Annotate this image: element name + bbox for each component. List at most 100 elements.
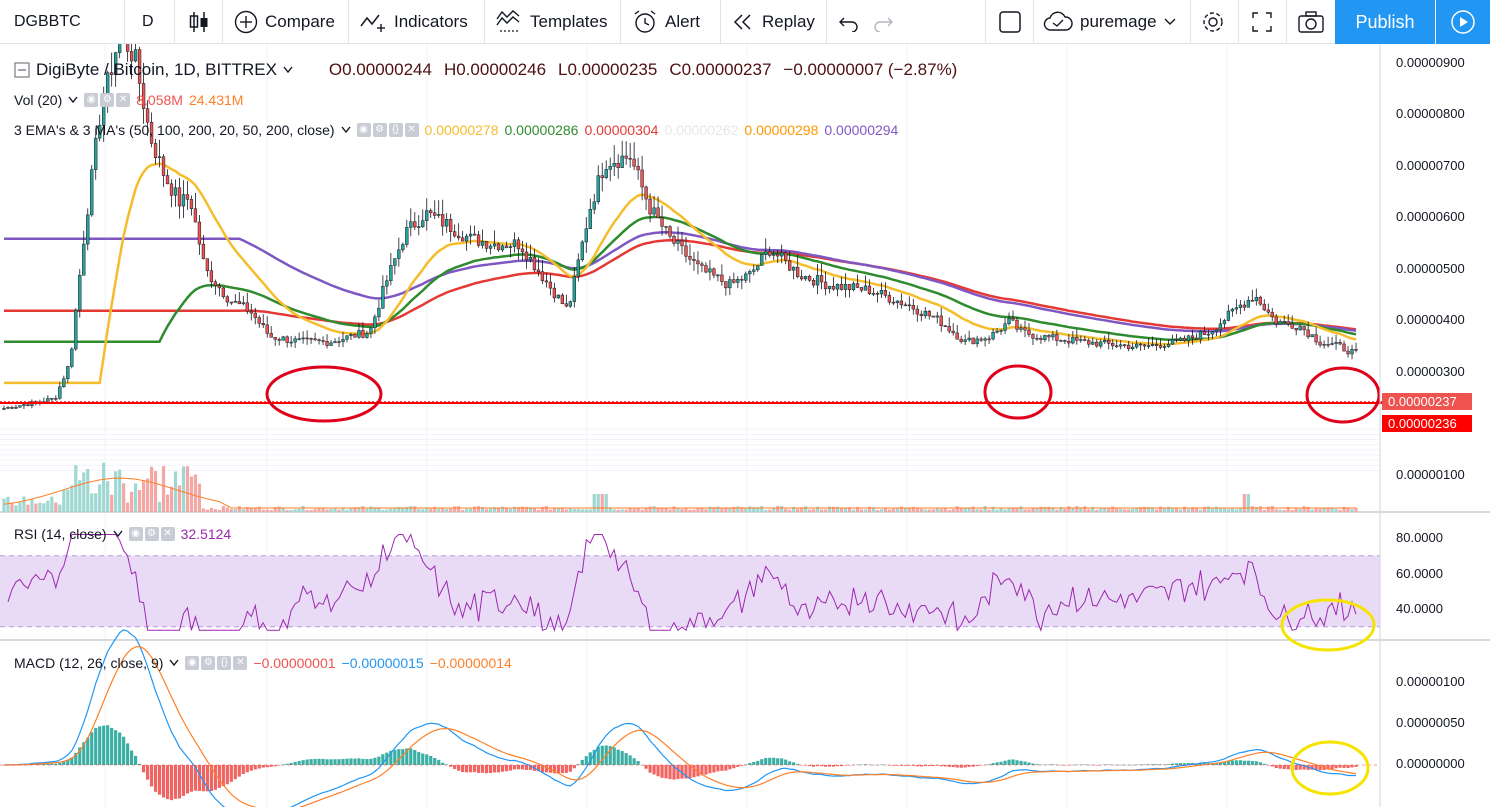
macd-histogram-bar	[648, 765, 652, 773]
horizontal-line-price-tag: 0.00000236	[1382, 415, 1472, 432]
indicator-controls[interactable]: ◉ ⚙{} ✕	[185, 656, 248, 670]
volume-bar	[815, 506, 820, 512]
indicators-button[interactable]: Indicators	[359, 0, 468, 44]
candle-body	[835, 283, 840, 290]
volume-bar	[568, 508, 572, 512]
volume-bar	[193, 474, 198, 512]
volume-bar	[1059, 507, 1063, 512]
volume-bar	[229, 509, 233, 512]
macd-histogram-bar	[1286, 765, 1290, 770]
chart-canvas[interactable]	[0, 44, 1490, 807]
save-layout-button[interactable]: puremage	[1043, 0, 1176, 44]
chart-style-button[interactable]	[188, 0, 210, 44]
macd-histogram-bar	[564, 765, 568, 773]
volume-bar	[469, 508, 473, 512]
layout-button[interactable]	[998, 0, 1022, 44]
volume-bar	[859, 509, 864, 512]
templates-label: Templates	[530, 12, 608, 31]
redo-button[interactable]	[872, 0, 894, 44]
chevron-down-icon[interactable]	[283, 66, 293, 74]
indicator-controls[interactable]: ◉ ⚙ ✕	[128, 527, 175, 541]
symbol-search[interactable]: DGBBTC	[14, 0, 81, 44]
macd-histogram-bar	[660, 765, 664, 778]
macd-histogram-bar	[177, 765, 182, 799]
candle-body	[839, 283, 844, 290]
macd-histogram-bar	[205, 765, 209, 792]
volume-bar	[1087, 509, 1091, 512]
candle-body	[46, 398, 50, 402]
templates-button[interactable]: Templates	[495, 0, 607, 44]
candle-body	[1003, 323, 1007, 331]
chevron-down-icon[interactable]	[340, 126, 351, 134]
indicator-controls[interactable]: ◉ ⚙ ✕	[84, 93, 131, 107]
replay-button[interactable]: Replay	[731, 0, 815, 44]
candle-body	[2, 408, 6, 410]
volume-bar	[197, 483, 202, 512]
snapshot-button[interactable]	[1297, 0, 1325, 44]
volume-bar	[899, 506, 903, 512]
volume-bar	[580, 509, 584, 512]
volume-bar	[2, 498, 6, 512]
volume-bar	[808, 509, 812, 512]
volume-bar	[153, 470, 158, 512]
price-tick: 0.00000300	[1396, 364, 1465, 379]
candle-body	[827, 285, 832, 290]
volume-bar	[776, 506, 780, 512]
fullscreen-button[interactable]	[1250, 0, 1274, 44]
candle-body	[704, 265, 708, 273]
candle-body	[855, 283, 860, 288]
alert-button[interactable]: Alert	[632, 0, 700, 44]
macd-histogram-bar	[134, 755, 138, 765]
macd-histogram-bar	[580, 759, 584, 765]
undo-button[interactable]	[838, 0, 860, 44]
candle-body	[652, 207, 656, 215]
volume-bar	[1186, 508, 1191, 512]
macd-histogram-bar	[1262, 763, 1266, 765]
candle-body	[1298, 326, 1302, 331]
volume-bar	[788, 509, 792, 512]
chevron-down-icon[interactable]	[68, 96, 78, 104]
volume-bar	[524, 507, 529, 512]
interval-button[interactable]: D	[142, 0, 154, 44]
macd-histogram-bar	[524, 765, 529, 771]
macd-histogram-bar	[724, 765, 728, 771]
volume-bar	[18, 502, 22, 512]
compare-button[interactable]: Compare	[234, 0, 335, 44]
candle-body	[429, 210, 433, 214]
macd-histogram-bar	[325, 759, 329, 765]
macd-histogram-bar	[975, 765, 979, 766]
macd-histogram-bar	[137, 763, 142, 765]
publish-button[interactable]: Publish	[1335, 0, 1435, 44]
volume-bar	[261, 509, 265, 512]
candle-body	[137, 49, 142, 84]
volume-bar	[536, 509, 541, 512]
settings-button[interactable]	[1200, 0, 1226, 44]
candle-body	[309, 338, 313, 340]
volume-bar	[672, 506, 676, 512]
volume-bar	[516, 506, 521, 512]
macd-histogram-bar	[289, 762, 293, 765]
volume-bar	[90, 493, 94, 512]
volume-bar	[1158, 506, 1163, 512]
indicator-controls[interactable]: ◉ ⚙{} ✕	[356, 123, 419, 137]
macd-histogram-bar	[923, 765, 927, 767]
candle-body	[732, 279, 736, 283]
volume-bar	[548, 509, 552, 512]
candle-body	[720, 274, 724, 282]
volume-bar	[760, 506, 764, 512]
chevron-down-icon[interactable]	[113, 530, 123, 538]
volume-bar	[1051, 507, 1055, 512]
volume-bar	[333, 508, 337, 512]
chevron-down-icon[interactable]	[169, 659, 179, 667]
volume-bar	[1162, 507, 1167, 512]
macd-tick: 0.00000050	[1396, 715, 1465, 730]
candle-body	[472, 233, 477, 236]
symbol-title[interactable]: DigiByte / Bitcoin, 1D, BITTREX	[36, 60, 277, 79]
volume-bar	[476, 506, 481, 512]
publish-menu-button[interactable]	[1436, 0, 1490, 44]
macd-histogram-bar	[999, 761, 1003, 765]
collapse-icon[interactable]	[14, 62, 30, 78]
candle-body	[1186, 335, 1191, 341]
volume-bar	[1258, 506, 1262, 512]
volume-bar	[405, 506, 409, 512]
